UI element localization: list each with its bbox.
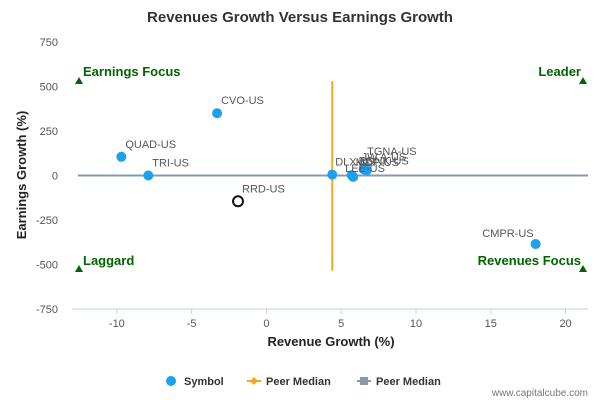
quadrant-label-top-right: Leader bbox=[538, 64, 581, 79]
legend-label[interactable]: Symbol bbox=[184, 376, 224, 388]
legend-label[interactable]: Peer Median bbox=[266, 376, 331, 388]
point-label: TGNA-US bbox=[367, 146, 417, 158]
point-label: CVO-US bbox=[221, 95, 264, 107]
y-axis-title: Earnings Growth (%) bbox=[14, 111, 29, 240]
x-tick-label: -5 bbox=[187, 318, 197, 330]
y-tick-label: 0 bbox=[52, 171, 58, 183]
x-axis-title: Revenue Growth (%) bbox=[267, 334, 394, 349]
triangle-marker-icon bbox=[75, 265, 83, 272]
data-point[interactable] bbox=[116, 151, 127, 162]
y-tick-label: 250 bbox=[40, 126, 58, 138]
point-label: CMPR-US bbox=[482, 228, 533, 240]
point-label: RDNK-US bbox=[359, 156, 409, 168]
x-tick-label: 5 bbox=[338, 318, 344, 330]
x-tick-label: 0 bbox=[263, 318, 269, 330]
triangle-marker-icon bbox=[75, 77, 83, 84]
x-tick-labels: -10 -5 0 5 10 15 20 bbox=[109, 309, 572, 330]
point-label: MDP-US bbox=[356, 157, 399, 169]
y-tick-label: -500 bbox=[36, 260, 58, 272]
chart-title: Revenues Growth Versus Earnings Growth bbox=[147, 9, 453, 26]
point-label: TRI-US bbox=[152, 158, 189, 170]
point-label: JW.A-US bbox=[362, 151, 407, 163]
data-point[interactable] bbox=[232, 195, 245, 208]
point-label: RRD-US bbox=[242, 183, 285, 195]
y-tick-label: 750 bbox=[40, 37, 58, 49]
quadrant-labels: Earnings Focus Leader Laggard Revenues Focu… bbox=[75, 64, 587, 272]
y-tick-label: -750 bbox=[36, 304, 58, 316]
x-tick-label: 10 bbox=[410, 318, 422, 330]
legend-square-icon bbox=[360, 377, 368, 385]
data-point[interactable] bbox=[361, 165, 372, 176]
x-tick-label: 15 bbox=[485, 318, 497, 330]
triangle-marker-icon bbox=[579, 265, 587, 272]
legend: Symbol Peer Median Peer Median bbox=[166, 376, 441, 388]
legend-diamond-icon bbox=[250, 377, 258, 385]
quadrant-label-bottom-left: Laggard bbox=[83, 253, 134, 268]
x-tick-label: -10 bbox=[109, 318, 125, 330]
data-point[interactable] bbox=[348, 171, 359, 182]
data-point[interactable] bbox=[143, 170, 154, 181]
x-tick-label: 20 bbox=[559, 318, 571, 330]
point-label: LEE-US bbox=[345, 163, 385, 175]
legend-label[interactable]: Peer Median bbox=[376, 376, 441, 388]
quadrant-label-bottom-right: Revenues Focus bbox=[478, 253, 581, 268]
data-point[interactable] bbox=[530, 239, 541, 250]
legend-symbol-icon bbox=[166, 376, 176, 386]
point-label: QUAD-US bbox=[125, 139, 176, 151]
y-tick-label: -250 bbox=[36, 215, 58, 227]
credit-text: www.capitalcube.com bbox=[491, 388, 588, 399]
data-point[interactable] bbox=[327, 169, 338, 180]
y-tick-labels: 750 500 250 0 -250 -500 -750 bbox=[36, 37, 58, 316]
point-label: DLX-US bbox=[335, 157, 375, 169]
data-points: CVO-US QUAD-US TRI-US RRD-US DLX-USMDP-USLEE… bbox=[116, 95, 541, 250]
data-point[interactable] bbox=[212, 108, 223, 119]
quadrant-label-top-left: Earnings Focus bbox=[83, 64, 181, 79]
x-axis: -10 -5 0 5 10 15 20 bbox=[72, 308, 588, 330]
triangle-marker-icon bbox=[579, 77, 587, 84]
y-tick-label: 500 bbox=[40, 82, 58, 94]
